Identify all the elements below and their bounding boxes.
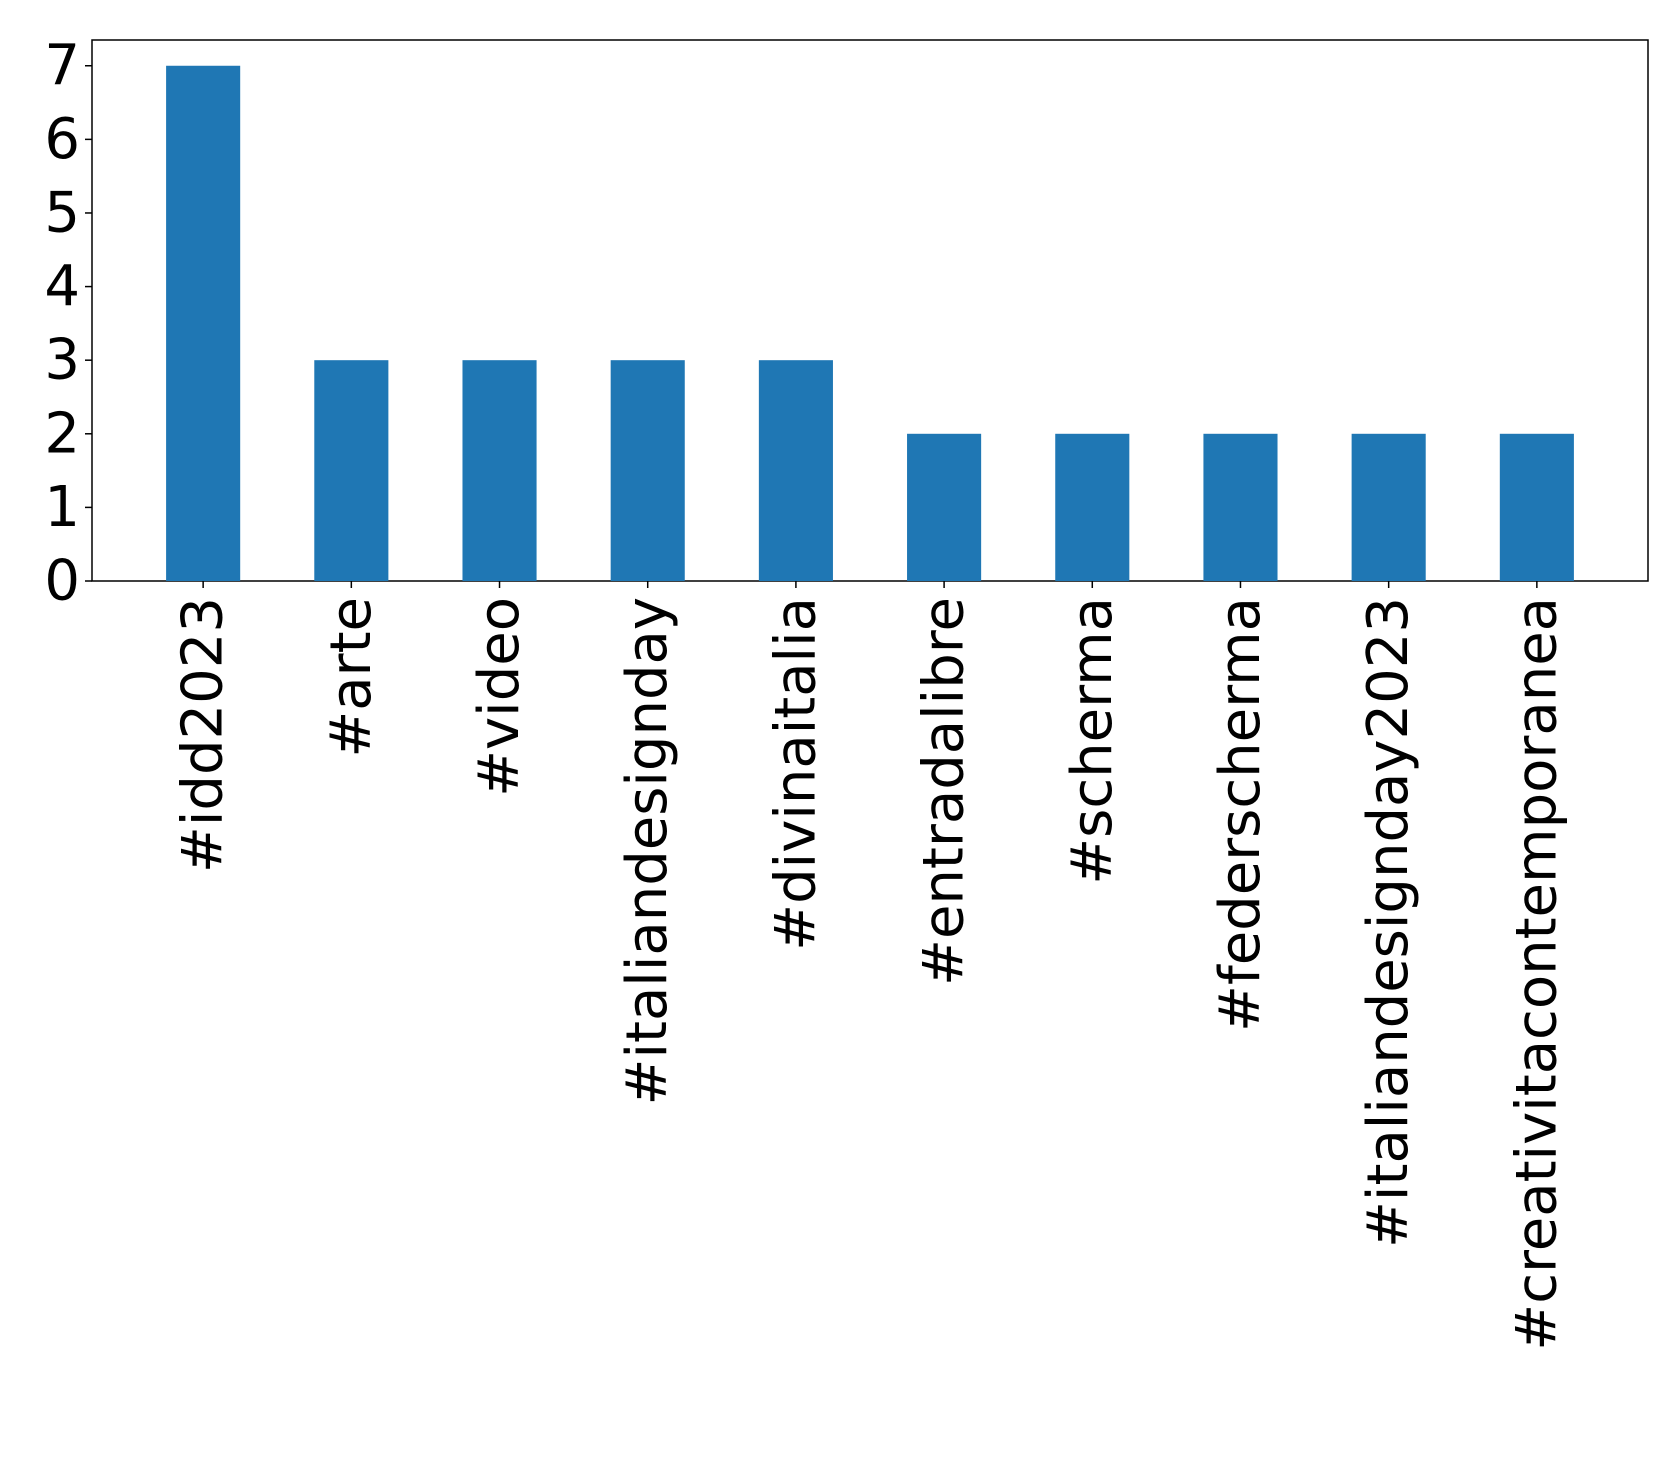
y-tick-label: 2 bbox=[44, 401, 80, 466]
bar bbox=[314, 360, 389, 581]
bar bbox=[1351, 433, 1426, 581]
y-tick-label: 1 bbox=[44, 475, 80, 540]
x-tick-label: #italiandesignday bbox=[615, 597, 680, 1105]
bar bbox=[1499, 433, 1574, 581]
y-tick-label: 7 bbox=[44, 33, 80, 98]
x-tick-label: #idd2023 bbox=[171, 597, 236, 873]
x-tick-label: #video bbox=[467, 597, 532, 797]
bar bbox=[758, 360, 833, 581]
x-tick-label: #creativitacontemporanea bbox=[1504, 597, 1569, 1351]
y-axis-ticks: 0 1 2 3 4 5 6 7 bbox=[44, 33, 92, 614]
x-tick-label: #italiandesignday2023 bbox=[1356, 597, 1421, 1248]
plot-area bbox=[91, 39, 1649, 582]
bar bbox=[1203, 433, 1278, 581]
bar bbox=[610, 360, 685, 581]
bar bbox=[166, 65, 241, 581]
y-tick-label: 5 bbox=[44, 180, 80, 245]
x-tick-label: #federscherma bbox=[1208, 597, 1273, 1032]
x-tick-label: #arte bbox=[319, 597, 384, 758]
y-tick-label: 0 bbox=[44, 549, 80, 614]
bar bbox=[1055, 433, 1130, 581]
bars bbox=[166, 65, 1574, 581]
plot-frame bbox=[91, 39, 1649, 582]
y-tick-label: 6 bbox=[44, 107, 80, 172]
x-tick-label: #divinaitalia bbox=[763, 597, 828, 951]
y-tick-label: 4 bbox=[44, 254, 80, 319]
bar bbox=[462, 360, 537, 581]
x-tick-label: #entradalibre bbox=[912, 597, 977, 986]
bar bbox=[907, 433, 982, 581]
x-tick-label: #scherma bbox=[1060, 597, 1125, 885]
x-axis-ticks: #idd2023 #arte #video #italiandesignday #div… bbox=[171, 581, 1569, 1351]
y-tick-label: 3 bbox=[44, 328, 80, 393]
